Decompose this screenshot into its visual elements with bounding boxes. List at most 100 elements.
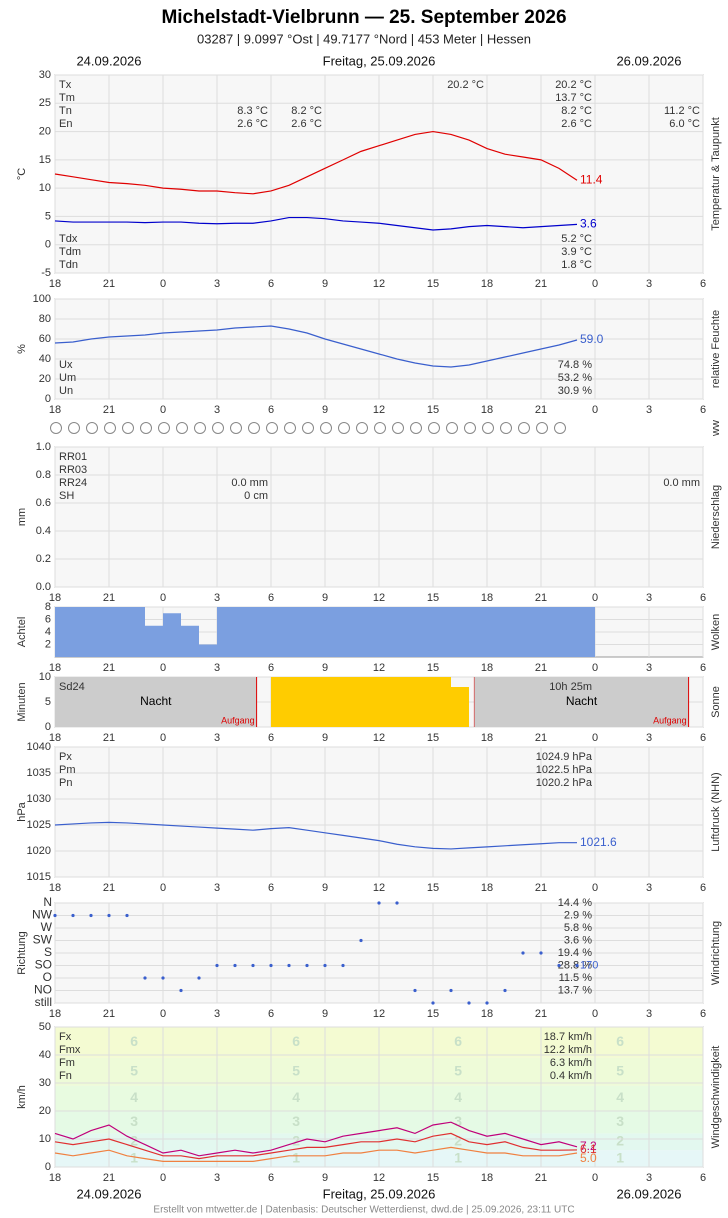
ww-symbol: [50, 422, 62, 434]
y-axis-label: Achtel: [16, 617, 28, 648]
x-tick-label: 12: [373, 278, 385, 290]
bar: [91, 607, 109, 657]
stat-value: 6.0 °C: [669, 118, 700, 130]
ww-symbol: [104, 422, 116, 434]
x-tick-label: 15: [427, 592, 439, 604]
x-tick-label: 0: [592, 1008, 598, 1020]
dir-point: [251, 963, 255, 968]
bar: [451, 607, 469, 657]
dir-point: [71, 913, 75, 918]
y-tick-label: 40: [39, 353, 51, 365]
stat-value: 74.8 %: [558, 359, 592, 371]
stat-label: Fx: [59, 1031, 72, 1043]
bar: [127, 607, 145, 657]
beaufort-label: 1: [616, 1149, 624, 1165]
footer: Erstellt von mtwetter.de | Datenbasis: D…: [153, 1205, 574, 1216]
y-tick-label: 1020: [27, 845, 51, 857]
bar: [55, 607, 73, 657]
bar: [271, 607, 289, 657]
end-label: 6.1: [580, 1142, 597, 1156]
x-tick-label: 6: [268, 592, 274, 604]
ww-symbol: [86, 422, 98, 434]
night: [474, 677, 689, 727]
percent: 5.8 %: [564, 922, 592, 934]
right-axis-label: Wolken: [710, 614, 722, 650]
x-tick-label: 0: [592, 882, 598, 894]
dir-point: [449, 988, 453, 993]
y-axis-label: °C: [16, 168, 28, 180]
ww-symbol: [248, 422, 260, 434]
end-label: 5.0: [580, 1151, 597, 1165]
x-tick-label: 0: [160, 1172, 166, 1184]
beaufort-label: 6: [454, 1033, 462, 1049]
dir-point: [395, 901, 399, 905]
x-tick-label: 3: [646, 732, 652, 744]
y-tick-label: 0: [45, 239, 51, 251]
stat-value: 5.2 °C: [561, 233, 592, 245]
y-tick-label: 0.6: [36, 497, 51, 509]
y-tick-label: 8: [45, 601, 51, 613]
x-tick-label: 15: [427, 1008, 439, 1020]
stat-value: 2.6 °C: [561, 118, 592, 130]
bar: [541, 607, 559, 657]
stat-label: Pm: [59, 764, 76, 776]
stat-value: 6.3 km/h: [550, 1057, 592, 1069]
bar: [145, 625, 163, 657]
y-tick-label: SW: [33, 933, 53, 947]
y-tick-label: still: [35, 995, 52, 1009]
ww-symbol: [302, 422, 314, 434]
beaufort-label: 3: [616, 1113, 624, 1129]
dir-point: [161, 976, 165, 980]
stat-label: RR03: [59, 464, 87, 476]
x-tick-label: 21: [103, 404, 115, 416]
ww-symbol: [500, 422, 512, 434]
x-tick-label: 21: [535, 592, 547, 604]
x-tick-label: 21: [535, 404, 547, 416]
subtitle: 03287 | 9.0997 °Ost | 49.7177 °Nord | 45…: [197, 31, 531, 46]
x-tick-label: 0: [592, 278, 598, 290]
sun-sum: 10h 25m: [549, 681, 592, 693]
y-axis-label: km/h: [16, 1085, 28, 1109]
x-tick-label: 0: [160, 732, 166, 744]
dir-point: [89, 913, 93, 918]
dir-point: [503, 988, 507, 993]
dir-point: [197, 976, 201, 980]
stat-value: 8.3 °C: [237, 105, 268, 117]
title: Michelstadt-Vielbrunn — 25. September 20…: [161, 7, 566, 28]
dir-point: [269, 963, 273, 968]
bar: [397, 677, 415, 727]
bar: [361, 607, 379, 657]
y-tick-label: 5: [45, 210, 51, 222]
stat-value: 2.6 °C: [291, 118, 322, 130]
stat-label: SH: [59, 490, 74, 502]
stat-label: Un: [59, 385, 73, 397]
beaufort-label: 3: [130, 1113, 138, 1129]
y-tick-label: 40: [39, 1049, 51, 1061]
x-tick-label: 3: [646, 404, 652, 416]
y-tick-label: O: [43, 970, 52, 984]
x-tick-label: 0: [592, 662, 598, 674]
ww-symbol: [140, 422, 152, 434]
beaufort-label: 4: [130, 1089, 138, 1105]
beaufort-label: 4: [292, 1089, 300, 1105]
ww-symbol: [230, 422, 242, 434]
bar: [289, 607, 307, 657]
dir-point: [107, 913, 111, 918]
x-tick-label: 6: [700, 1008, 706, 1020]
beaufort-label: 3: [292, 1113, 300, 1129]
y-tick-label: 20: [39, 373, 51, 385]
x-tick-label: 18: [481, 1008, 493, 1020]
x-tick-label: 6: [700, 732, 706, 744]
stat-label: Tdx: [59, 233, 78, 245]
line: [54, 821, 577, 850]
x-tick-label: 0: [160, 404, 166, 416]
beaufort-label: 5: [454, 1063, 462, 1079]
x-tick-label: 3: [646, 1172, 652, 1184]
stat-label: Tx: [59, 79, 72, 91]
x-tick-label: 18: [49, 732, 61, 744]
stat-value: 0.4 km/h: [550, 1070, 592, 1082]
x-tick-label: 0: [160, 882, 166, 894]
y-tick-label: NW: [32, 908, 53, 922]
x-tick-label: 18: [49, 662, 61, 674]
stat-label: Fn: [59, 1070, 72, 1082]
